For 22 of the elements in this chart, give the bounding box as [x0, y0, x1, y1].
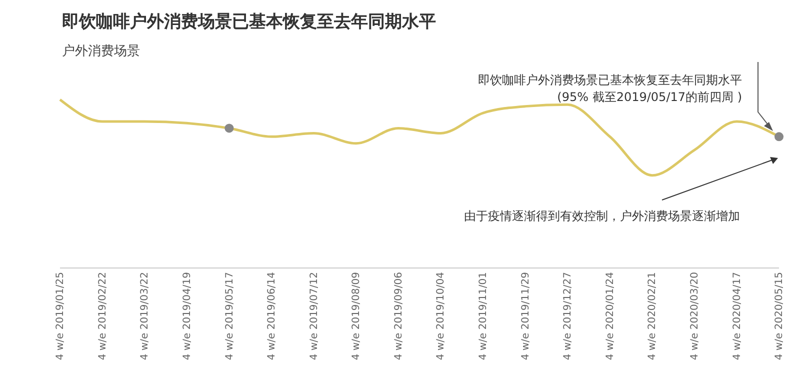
annotation: 即饮咖啡户外消费场景已基本恢复至去年同期水平 (95% 截至2019/05/17的前四周 ) [478, 73, 742, 104]
annotation: 由于疫情逐渐得到有效控制，户外消费场景逐渐增加 [464, 209, 740, 223]
x-tick-label: 4 w/e 2019/06/14 [266, 272, 278, 360]
x-tick-label: 4 w/e 2020/05/15 [774, 272, 786, 360]
x-tick-label: 4 w/e 2019/09/06 [393, 272, 404, 360]
x-tick-label: 4 w/e 2019/04/19 [182, 272, 193, 360]
x-tick-label: 4 w/e 2020/02/21 [647, 272, 658, 360]
x-tick-label: 4 w/e 2019/07/12 [308, 272, 320, 360]
x-tick-label: 4 w/e 2019/01/25 [55, 272, 66, 360]
x-tick-label: 4 w/e 2019/02/22 [97, 272, 108, 360]
x-tick-label: 4 w/e 2019/08/09 [351, 272, 362, 360]
x-tick-label: 4 w/e 2019/12/27 [562, 272, 574, 360]
x-tick-label: 4 w/e 2019/05/17 [224, 272, 236, 360]
chart-subtitle: 户外消费场景 [62, 43, 140, 60]
chart-title: 即饮咖啡户外消费场景已基本恢复至去年同期水平 [62, 11, 436, 33]
x-tick-label: 4 w/e 2019/11/29 [520, 272, 532, 360]
x-tick-label: 4 w/e 2020/03/20 [690, 272, 701, 360]
x-tick-label: 4 w/e 2020/01/24 [604, 272, 616, 360]
x-tick-label: 4 w/e 2019/10/04 [436, 272, 447, 360]
x-tick-label: 4 w/e 2020/04/17 [732, 272, 743, 360]
x-tick-label: 4 w/e 2019/11/01 [478, 272, 490, 360]
x-tick-label: 4 w/e 2019/03/22 [140, 272, 151, 360]
